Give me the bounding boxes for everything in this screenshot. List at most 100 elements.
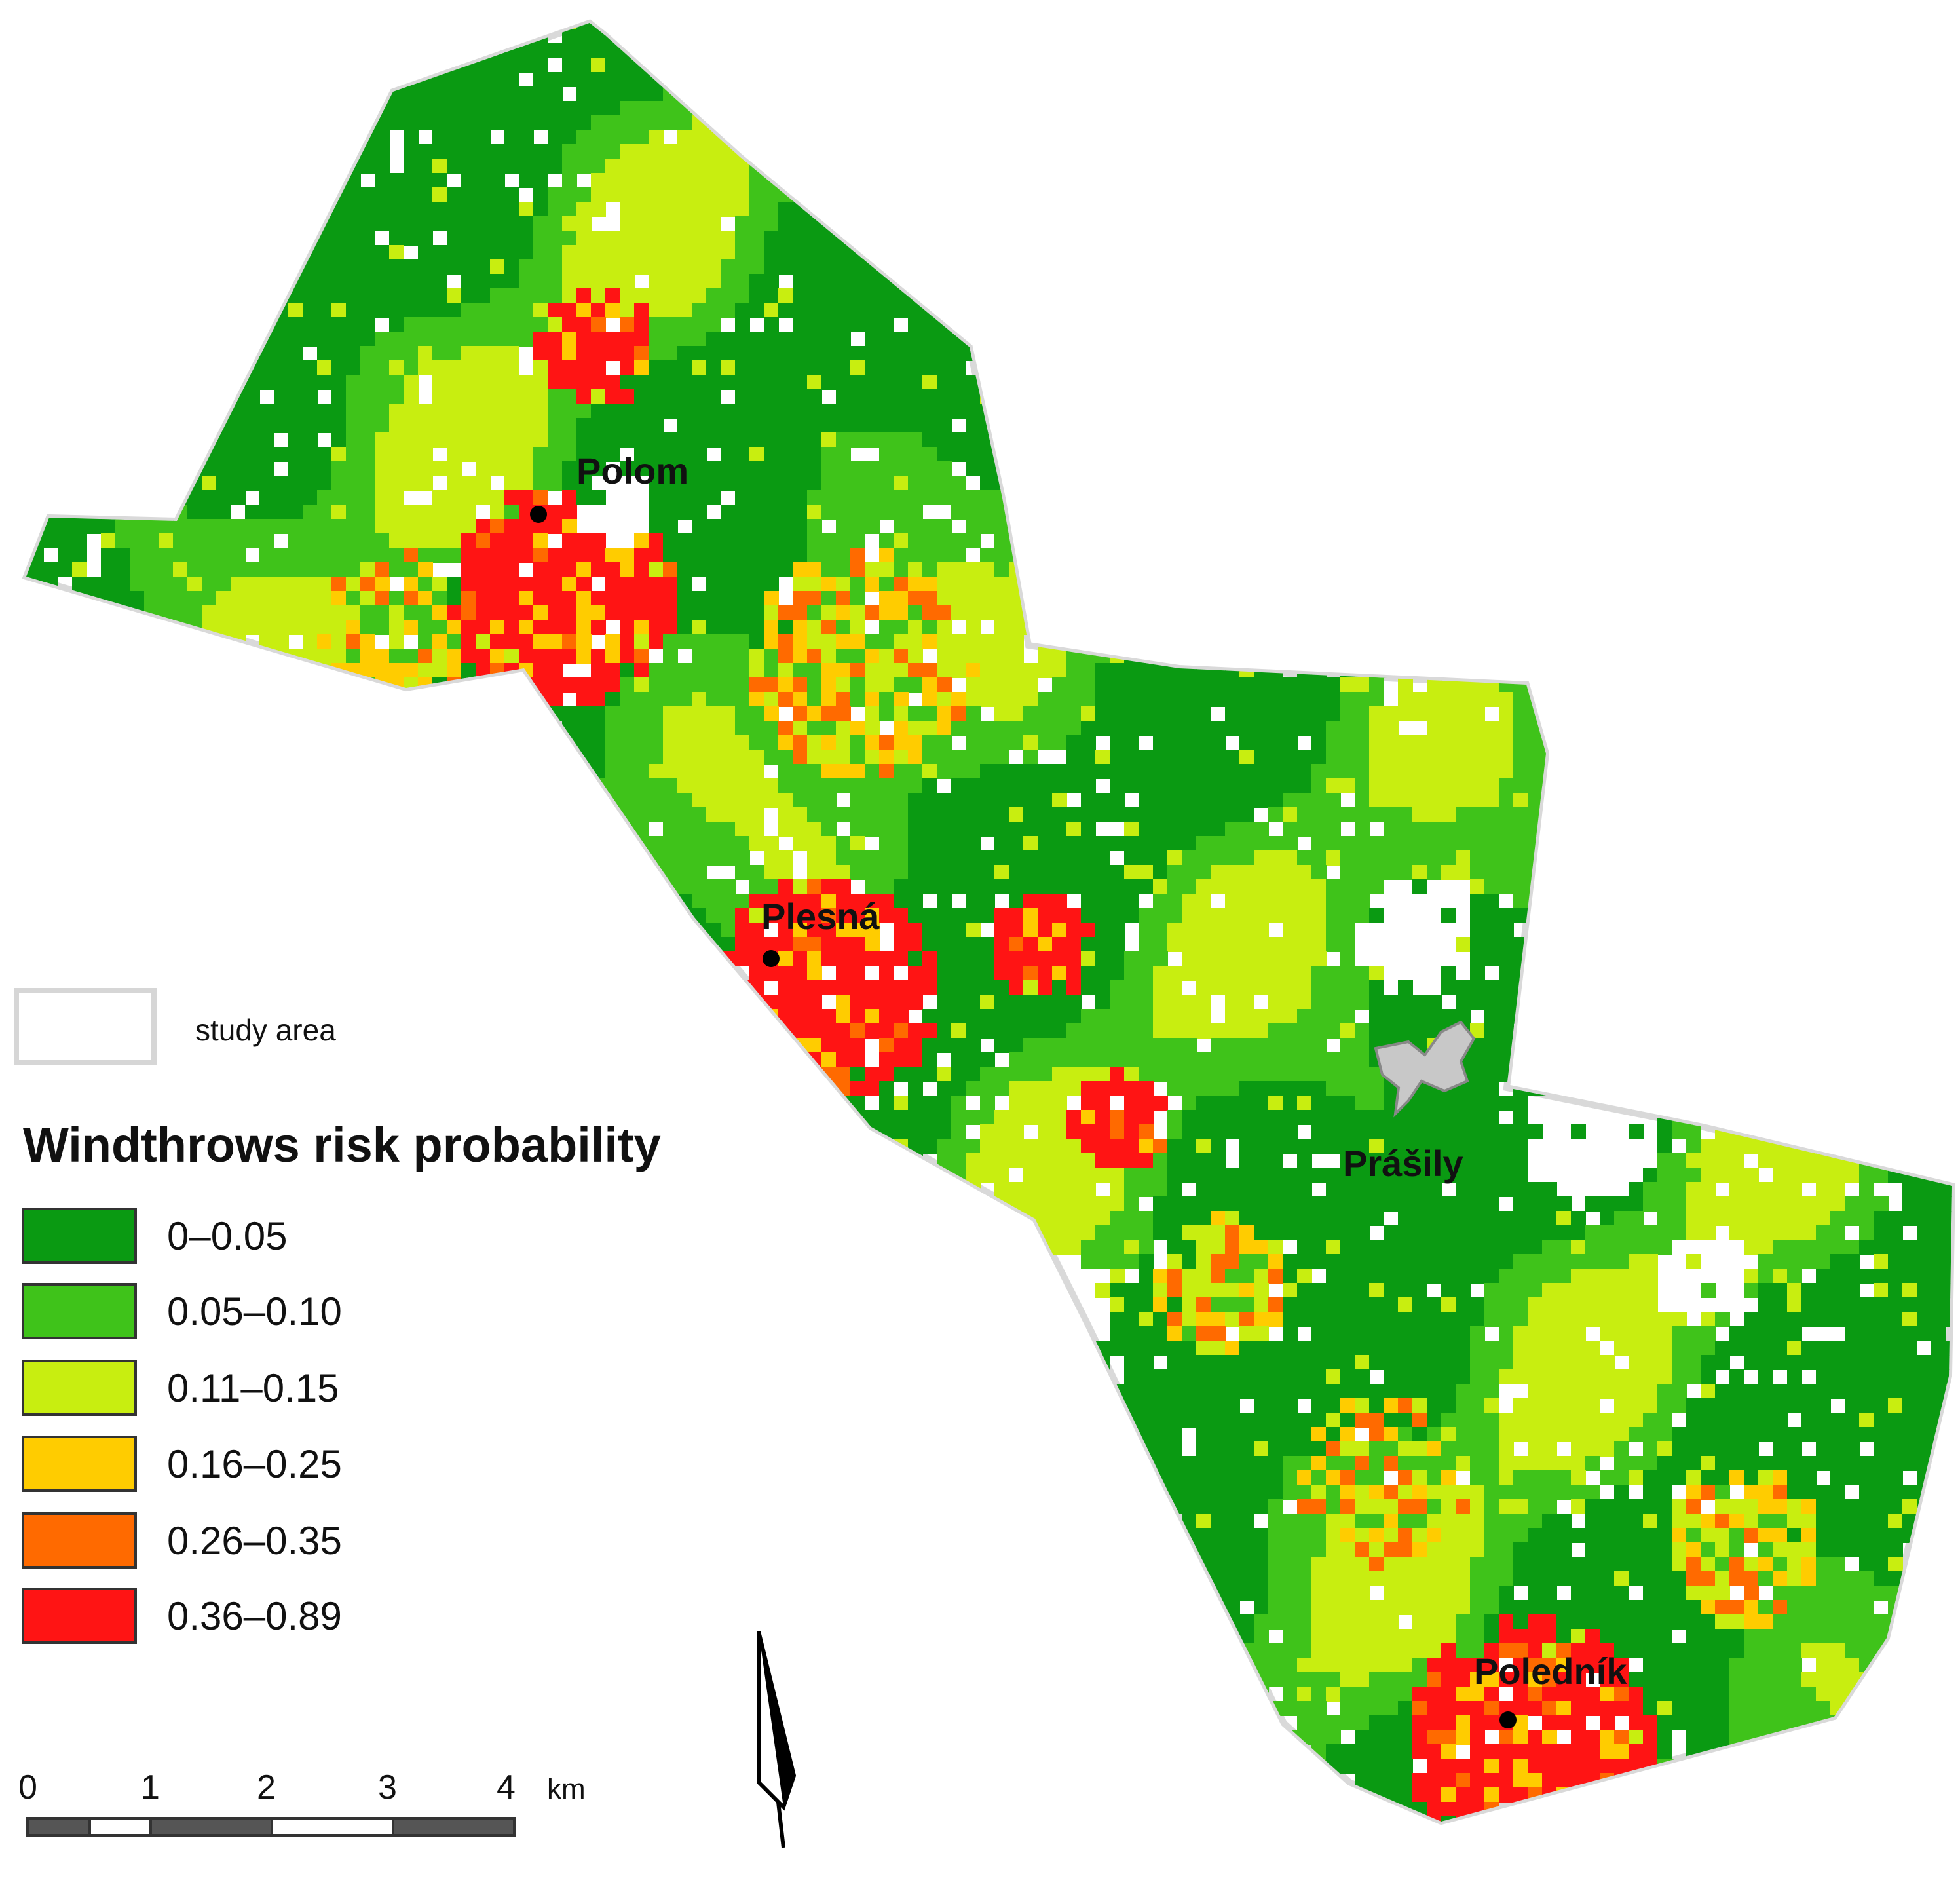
risk-cell bbox=[1081, 505, 1096, 520]
risk-cell bbox=[1931, 461, 1946, 476]
risk-cell bbox=[144, 418, 159, 433]
risk-cell bbox=[375, 332, 390, 347]
risk-cell bbox=[1830, 23, 1845, 29]
risk-cell bbox=[1110, 115, 1125, 130]
risk-cell bbox=[1931, 231, 1946, 246]
risk-cell bbox=[0, 404, 15, 419]
risk-cell bbox=[836, 404, 851, 419]
risk-cell bbox=[29, 346, 44, 361]
risk-cell bbox=[922, 187, 937, 202]
risk-cell bbox=[1052, 389, 1067, 404]
risk-cell bbox=[461, 245, 476, 260]
risk-cell bbox=[908, 360, 923, 375]
risk-cell bbox=[764, 58, 779, 73]
risk-cell bbox=[360, 346, 375, 361]
risk-cell bbox=[1340, 23, 1355, 29]
risk-cell bbox=[1470, 86, 1485, 102]
risk-cell bbox=[43, 72, 58, 87]
risk-cell bbox=[1211, 548, 1226, 563]
risk-cell bbox=[245, 29, 260, 44]
risk-cell bbox=[865, 389, 880, 404]
risk-cell bbox=[504, 288, 519, 303]
risk-cell bbox=[1427, 375, 1442, 390]
risk-cell bbox=[649, 29, 664, 44]
risk-cell bbox=[144, 447, 159, 462]
risk-cell bbox=[144, 23, 159, 29]
risk-cell bbox=[1167, 317, 1182, 332]
risk-cell bbox=[821, 418, 837, 433]
risk-cell bbox=[966, 404, 981, 419]
risk-cell bbox=[1124, 274, 1139, 289]
risk-cell bbox=[836, 216, 851, 231]
risk-cell bbox=[620, 115, 635, 130]
risk-cell bbox=[706, 0, 721, 15]
risk-cell bbox=[1038, 505, 1053, 520]
risk-cell bbox=[908, 548, 923, 563]
risk-cell bbox=[317, 548, 332, 563]
risk-cell bbox=[476, 130, 491, 145]
risk-cell bbox=[1657, 58, 1672, 73]
risk-cell bbox=[1167, 43, 1182, 58]
risk-cell bbox=[1902, 144, 1917, 159]
risk-cell bbox=[1355, 115, 1370, 130]
risk-cell bbox=[144, 259, 159, 275]
risk-cell bbox=[1571, 375, 1586, 390]
risk-cell bbox=[1009, 144, 1024, 159]
risk-cell bbox=[735, 418, 750, 433]
risk-cell bbox=[1672, 317, 1687, 332]
risk-cell bbox=[1585, 505, 1600, 520]
risk-cell bbox=[432, 332, 447, 347]
risk-cell bbox=[173, 274, 188, 289]
risk-cell bbox=[1614, 86, 1629, 102]
risk-cell bbox=[634, 115, 649, 130]
risk-cell bbox=[1801, 375, 1817, 390]
risk-cell bbox=[793, 519, 808, 534]
risk-cell bbox=[490, 0, 505, 15]
risk-cell bbox=[1110, 130, 1125, 145]
risk-cell bbox=[43, 404, 58, 419]
risk-cell bbox=[1513, 43, 1528, 58]
risk-cell bbox=[259, 476, 274, 491]
risk-cell bbox=[807, 303, 822, 318]
risk-cell bbox=[980, 447, 995, 462]
risk-cell bbox=[1715, 23, 1730, 29]
risk-cell bbox=[1801, 259, 1817, 275]
risk-cell bbox=[29, 101, 44, 116]
risk-cell bbox=[1167, 476, 1182, 491]
risk-cell bbox=[1556, 317, 1572, 332]
risk-cell bbox=[1528, 375, 1543, 390]
risk-cell bbox=[1225, 461, 1240, 476]
risk-cell bbox=[562, 505, 577, 520]
risk-cell bbox=[1139, 86, 1154, 102]
risk-cell bbox=[1556, 404, 1572, 419]
risk-cell bbox=[1211, 404, 1226, 419]
risk-cell bbox=[1384, 144, 1399, 159]
risk-cell bbox=[735, 346, 750, 361]
risk-cell bbox=[894, 23, 909, 29]
risk-cell bbox=[894, 173, 909, 188]
risk-cell bbox=[1672, 519, 1687, 534]
risk-cell bbox=[504, 389, 519, 404]
risk-cell bbox=[1124, 101, 1139, 116]
risk-cell bbox=[360, 317, 375, 332]
risk-cell bbox=[231, 202, 246, 217]
risk-cell bbox=[231, 274, 246, 289]
risk-cell bbox=[72, 173, 87, 188]
risk-cell bbox=[1139, 144, 1154, 159]
risk-cell bbox=[173, 548, 188, 563]
risk-cell bbox=[187, 58, 202, 73]
risk-cell bbox=[1859, 548, 1874, 563]
risk-cell bbox=[1326, 23, 1341, 29]
risk-cell bbox=[937, 360, 952, 375]
risk-cell bbox=[1715, 43, 1730, 58]
risk-cell bbox=[1701, 476, 1716, 491]
risk-cell bbox=[1283, 375, 1298, 390]
risk-cell bbox=[1110, 23, 1125, 29]
risk-cell bbox=[1167, 0, 1182, 15]
risk-cell bbox=[1124, 461, 1139, 476]
risk-cell bbox=[245, 101, 260, 116]
risk-cell bbox=[1888, 375, 1903, 390]
risk-cell bbox=[793, 505, 808, 520]
risk-cell bbox=[1340, 72, 1355, 87]
risk-cell bbox=[1542, 332, 1557, 347]
